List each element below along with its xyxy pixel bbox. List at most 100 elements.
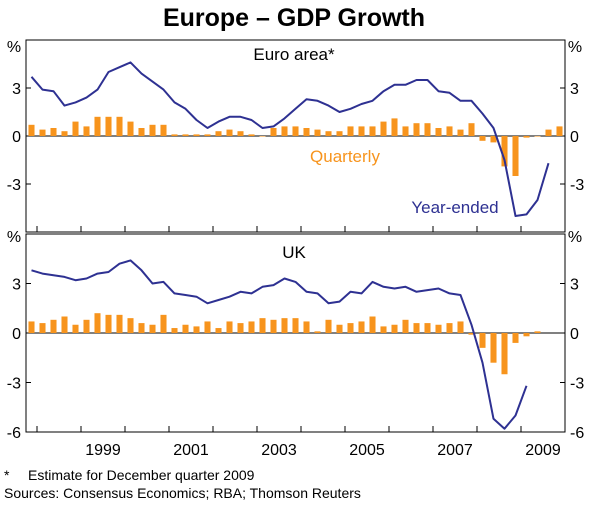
p0-bar-quarterly xyxy=(28,124,35,136)
p0-line-year-ended xyxy=(30,61,550,217)
p1-bar-quarterly xyxy=(61,316,68,333)
p1-bar-quarterly xyxy=(435,324,442,333)
p0-bar-quarterly xyxy=(501,136,508,167)
p0-bar-quarterly xyxy=(523,136,530,138)
p0-bar-quarterly xyxy=(226,129,233,136)
p1-bar-quarterly xyxy=(28,321,35,333)
p1-bar-quarterly xyxy=(336,324,343,333)
p0-bar-quarterly xyxy=(314,129,321,136)
p0-bar-quarterly xyxy=(248,134,255,136)
p0-bar-quarterly xyxy=(72,121,79,136)
p1-bar-quarterly xyxy=(380,326,387,333)
x-tick-label: 1999 xyxy=(85,442,121,459)
p1-bar-quarterly xyxy=(303,321,310,333)
p0-bar-quarterly xyxy=(534,136,541,137)
p1-ytick-label-left: -3 xyxy=(7,376,21,393)
footnote-marker: * xyxy=(4,467,10,483)
p1-bar-quarterly xyxy=(413,323,420,333)
p0-bar-quarterly xyxy=(512,136,519,176)
p1-ytick-label-right: -6 xyxy=(570,425,584,442)
p1-bar-quarterly xyxy=(358,321,365,333)
panel-uk: -6 -6 -3 -3 0 0 3 3 xyxy=(7,233,584,442)
p0-bar-quarterly xyxy=(292,126,299,136)
panel-euro-area: -3 -3 0 0 3 3 xyxy=(7,39,584,233)
p0-bar-quarterly xyxy=(435,128,442,136)
p1-bar-quarterly xyxy=(127,318,134,333)
x-tick-label: 2005 xyxy=(349,442,385,459)
p1-bar-quarterly xyxy=(204,321,211,333)
p0-bar-quarterly xyxy=(116,116,123,136)
p1-ytick-label-right: 0 xyxy=(570,326,579,343)
p0-ytick-label-left: 0 xyxy=(12,129,21,146)
p1-bar-quarterly xyxy=(347,323,354,333)
p1-bar-quarterly xyxy=(105,314,112,333)
p1-bar-quarterly xyxy=(116,314,123,333)
p0-bar-quarterly xyxy=(479,136,486,141)
p0-ytick-label-right: -3 xyxy=(570,177,584,194)
x-tick-label: 2007 xyxy=(437,442,473,459)
p0-bar-quarterly xyxy=(83,126,90,136)
p1-bar-quarterly xyxy=(490,333,497,363)
p1-bar-quarterly xyxy=(468,333,475,335)
p1-ytick-label-right: -3 xyxy=(570,376,584,393)
p1-bar-quarterly xyxy=(446,323,453,333)
p0-bar-quarterly xyxy=(281,126,288,136)
p0-bar-quarterly xyxy=(402,126,409,136)
p1-bar-quarterly xyxy=(314,331,321,333)
p1-bar-quarterly xyxy=(424,323,431,333)
unit-label-right-bottom: % xyxy=(568,229,582,246)
p0-bar-quarterly xyxy=(556,126,563,136)
p0-bar-quarterly xyxy=(149,124,156,136)
p0-bar-quarterly xyxy=(193,134,200,136)
p1-ytick-label-left: -6 xyxy=(7,425,21,442)
p1-bar-quarterly xyxy=(94,313,101,333)
p0-bar-quarterly xyxy=(358,126,365,136)
p0-bar-quarterly xyxy=(347,126,354,136)
p1-bar-quarterly xyxy=(325,319,332,333)
p1-bar-quarterly xyxy=(248,321,255,333)
p1-bar-quarterly xyxy=(270,319,277,333)
p1-bar-quarterly xyxy=(479,333,486,348)
p0-bar-quarterly xyxy=(204,134,211,136)
chart-title: Europe – GDP Growth xyxy=(163,4,425,32)
p0-bar-quarterly xyxy=(380,121,387,136)
p0-bar-quarterly xyxy=(490,136,497,143)
p1-bar-quarterly xyxy=(512,333,519,343)
p0-bar-quarterly xyxy=(50,128,57,136)
p1-line-year-ended xyxy=(31,259,528,430)
p1-bar-quarterly xyxy=(402,319,409,333)
unit-label-left-bottom: % xyxy=(7,229,21,246)
p0-ytick-label-right: 0 xyxy=(570,129,579,146)
p1-bar-quarterly xyxy=(534,331,541,333)
p1-bar-quarterly xyxy=(391,324,398,333)
p1-bar-quarterly xyxy=(259,318,266,333)
p0-bar-quarterly xyxy=(303,128,310,136)
p0-bar-quarterly xyxy=(325,131,332,136)
unit-label-left-top: % xyxy=(7,39,21,56)
p1-bar-quarterly xyxy=(83,319,90,333)
p1-bar-quarterly xyxy=(182,324,189,333)
p0-bar-quarterly xyxy=(94,116,101,136)
p0-bar-quarterly xyxy=(457,129,464,136)
p1-bar-quarterly xyxy=(292,318,299,333)
p0-bar-quarterly xyxy=(171,134,178,136)
series-label-quarterly: Quarterly xyxy=(310,147,380,166)
p0-bar-quarterly xyxy=(391,118,398,136)
sources-note: Sources: Consensus Economics; RBA; Thoms… xyxy=(4,485,361,501)
x-axis: 1999 2001 2003 2005 2007 2009 xyxy=(85,442,561,459)
p0-bar-quarterly xyxy=(138,128,145,136)
series-label-year-ended: Year-ended xyxy=(411,198,498,217)
p1-bar-quarterly xyxy=(160,314,167,333)
p1-bar-quarterly xyxy=(226,321,233,333)
p0-bar-quarterly xyxy=(468,123,475,136)
p0-bar-quarterly xyxy=(160,124,167,136)
p0-bar-quarterly xyxy=(237,131,244,136)
p1-bar-quarterly xyxy=(215,328,222,333)
p1-bar-quarterly xyxy=(281,318,288,333)
p0-bar-quarterly xyxy=(545,129,552,136)
unit-label-right-top: % xyxy=(568,39,582,56)
p0-ytick-label-left: 3 xyxy=(12,81,21,98)
p1-bar-quarterly xyxy=(369,316,376,333)
p0-bar-quarterly xyxy=(336,131,343,136)
